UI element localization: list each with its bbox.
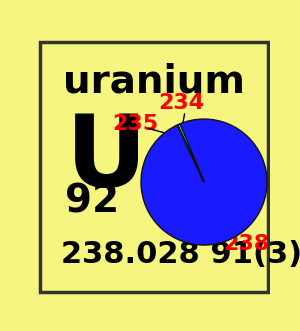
Text: 235: 235 xyxy=(112,114,158,134)
FancyBboxPatch shape xyxy=(40,42,268,292)
Wedge shape xyxy=(177,125,204,182)
Text: 234: 234 xyxy=(159,93,205,114)
Wedge shape xyxy=(177,124,204,182)
Text: U: U xyxy=(65,111,146,208)
Text: 92: 92 xyxy=(65,182,119,220)
Text: 238.028 91(3): 238.028 91(3) xyxy=(61,240,300,269)
Wedge shape xyxy=(141,119,267,245)
Text: uranium: uranium xyxy=(63,63,245,101)
Text: 238: 238 xyxy=(224,234,270,254)
